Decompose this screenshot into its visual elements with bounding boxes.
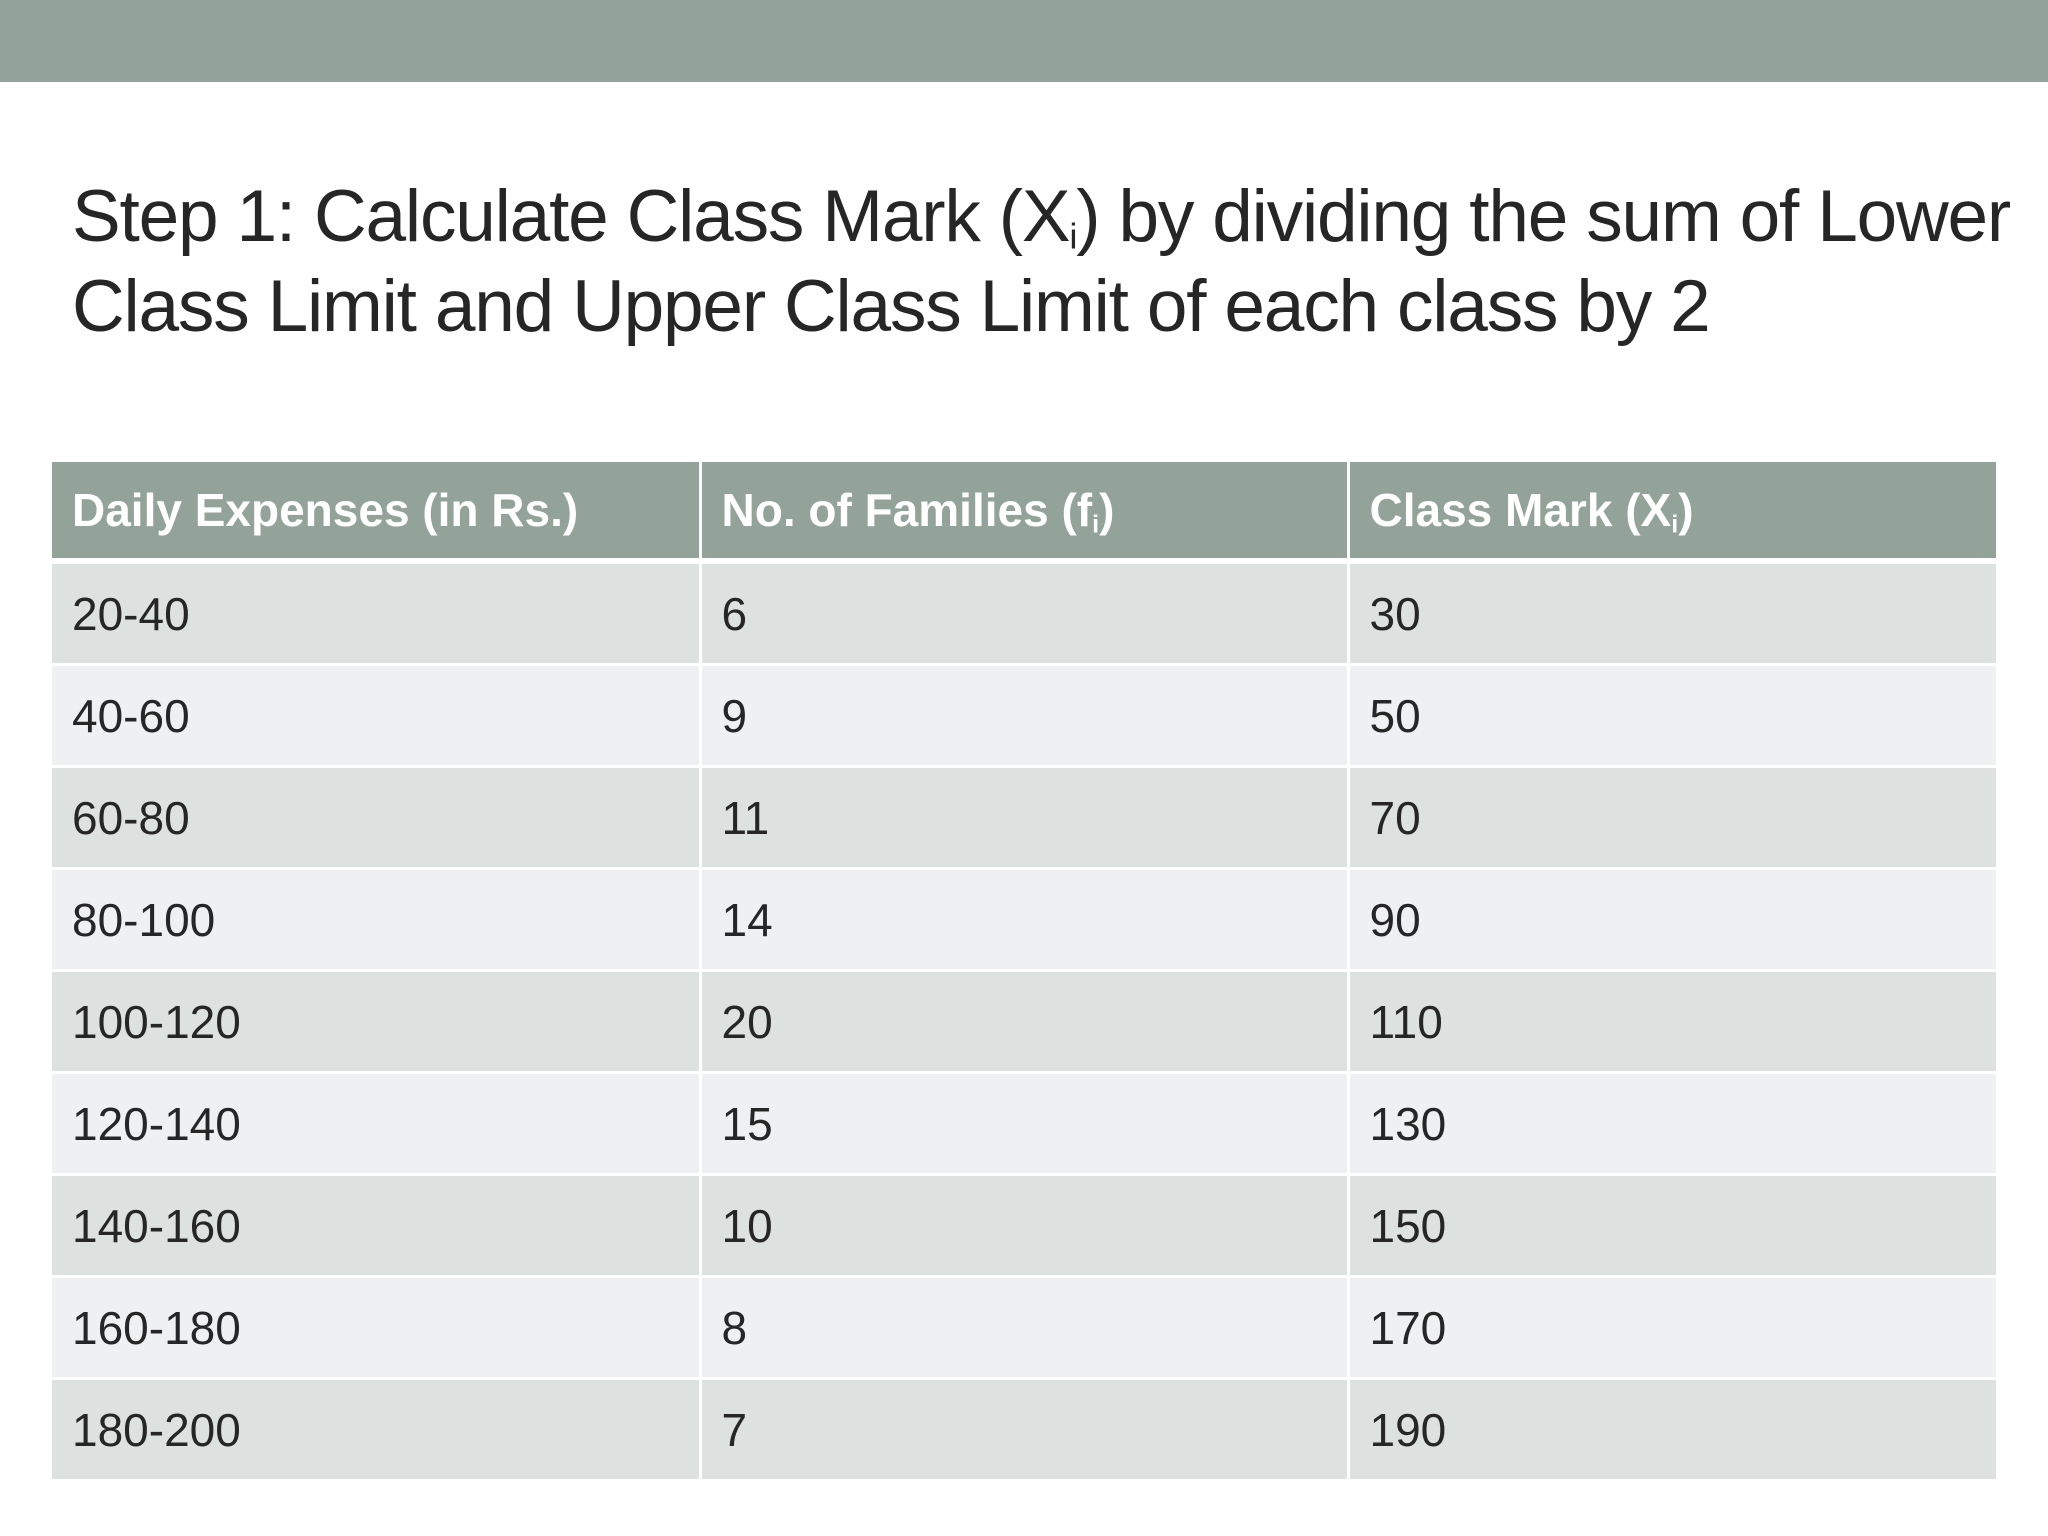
cell-daily-expenses: 40-60 — [52, 664, 702, 768]
cell-no-of-families: 6 — [700, 561, 1350, 666]
table-row: 120-140 15 130 — [52, 1072, 1996, 1176]
header-subscript: i — [1671, 510, 1679, 539]
cell-no-of-families: 20 — [700, 970, 1350, 1074]
frequency-table-container: Daily Expenses (in Rs.) No. of Families … — [52, 462, 1996, 1482]
cell-no-of-families: 11 — [700, 766, 1350, 870]
frequency-table: Daily Expenses (in Rs.) No. of Families … — [52, 462, 1996, 1482]
header-class-mark: Class Mark (Xi) — [1348, 462, 1996, 564]
table-row: 140-160 10 150 — [52, 1174, 1996, 1278]
cell-daily-expenses: 140-160 — [52, 1174, 702, 1278]
table-row: 20-40 6 30 — [52, 561, 1996, 666]
cell-daily-expenses: 120-140 — [52, 1072, 702, 1176]
cell-class-mark: 130 — [1348, 1072, 1996, 1176]
cell-no-of-families: 8 — [700, 1276, 1350, 1380]
cell-daily-expenses: 20-40 — [52, 561, 702, 666]
header-text: Daily Expenses (in Rs.) — [72, 484, 579, 536]
cell-no-of-families: 14 — [700, 868, 1350, 972]
table-row: 160-180 8 170 — [52, 1276, 1996, 1380]
header-text: No. of Families (f — [721, 484, 1093, 536]
header-daily-expenses: Daily Expenses (in Rs.) — [52, 462, 702, 564]
header-subscript: i — [1092, 510, 1100, 539]
cell-no-of-families: 10 — [700, 1174, 1350, 1278]
header-text: Class Mark (X — [1369, 484, 1672, 536]
cell-class-mark: 30 — [1348, 561, 1996, 666]
header-no-of-families: No. of Families (fi) — [700, 462, 1350, 564]
cell-class-mark: 70 — [1348, 766, 1996, 870]
header-suffix: ) — [1099, 484, 1115, 536]
cell-daily-expenses: 180-200 — [52, 1378, 702, 1482]
table-row: 180-200 7 190 — [52, 1378, 1996, 1482]
cell-no-of-families: 7 — [700, 1378, 1350, 1482]
top-accent-bar — [0, 0, 2048, 82]
table-row: 100-120 20 110 — [52, 970, 1996, 1074]
table-header-row: Daily Expenses (in Rs.) No. of Families … — [52, 462, 1996, 564]
cell-class-mark: 110 — [1348, 970, 1996, 1074]
title-line2: Class Limit and Upper Class Limit of eac… — [72, 266, 1711, 347]
table-row: 40-60 9 50 — [52, 664, 1996, 768]
title-subscript: i — [1069, 215, 1077, 257]
cell-class-mark: 90 — [1348, 868, 1996, 972]
slide-title: Step 1: Calculate Class Mark (Xi) by div… — [72, 172, 2022, 352]
cell-daily-expenses: 100-120 — [52, 970, 702, 1074]
cell-class-mark: 50 — [1348, 664, 1996, 768]
title-line1-start: Step 1: Calculate Class Mark (X — [72, 176, 1071, 257]
cell-class-mark: 190 — [1348, 1378, 1996, 1482]
table-row: 80-100 14 90 — [52, 868, 1996, 972]
cell-no-of-families: 15 — [700, 1072, 1350, 1176]
title-line1-end: ) by dividing the sum of Lower — [1076, 176, 2011, 257]
cell-daily-expenses: 160-180 — [52, 1276, 702, 1380]
cell-class-mark: 170 — [1348, 1276, 1996, 1380]
cell-daily-expenses: 60-80 — [52, 766, 702, 870]
cell-class-mark: 150 — [1348, 1174, 1996, 1278]
cell-daily-expenses: 80-100 — [52, 868, 702, 972]
table-row: 60-80 11 70 — [52, 766, 1996, 870]
cell-no-of-families: 9 — [700, 664, 1350, 768]
header-suffix: ) — [1678, 484, 1694, 536]
